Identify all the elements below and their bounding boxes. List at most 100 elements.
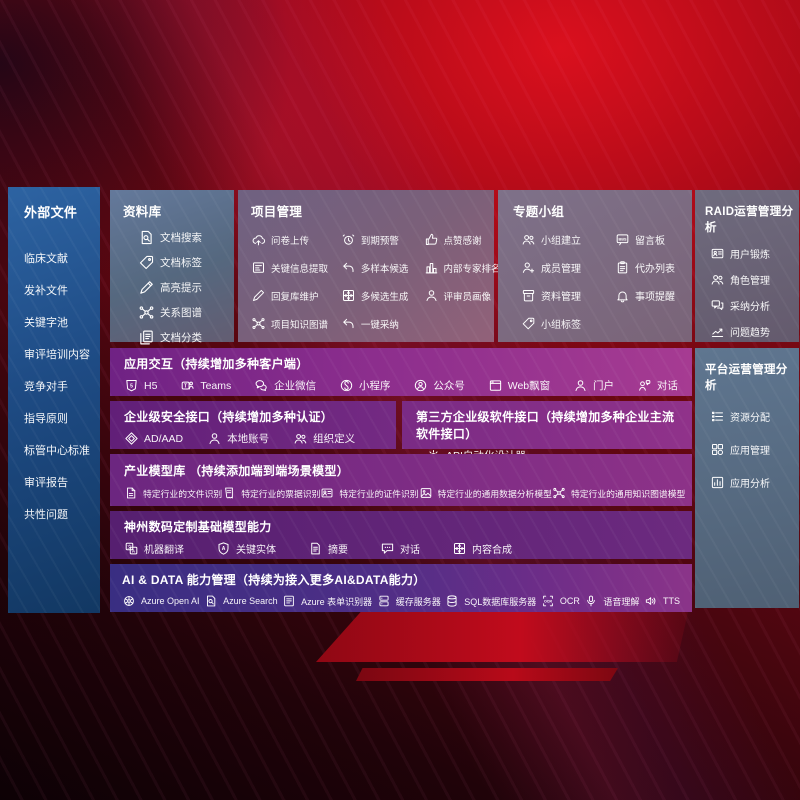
mini-program-icon — [339, 378, 354, 393]
cloud-upload-icon — [251, 232, 266, 247]
project-item: 回复库维护 — [251, 288, 341, 303]
security-item: 组织定义 — [293, 431, 355, 446]
openai-icon — [122, 594, 136, 608]
project-item: 关键信息提取 — [251, 260, 341, 275]
project-item-label: 一键采纳 — [360, 319, 399, 331]
raid-item-label: 问题趋势 — [730, 328, 770, 339]
raid-item-label: 角色管理 — [730, 276, 770, 287]
groups-item-label: 小组标签 — [541, 320, 581, 331]
person-icon — [207, 431, 222, 446]
library-item-label: 文档分类 — [160, 332, 202, 344]
sidebar-item: 审评培训内容 — [24, 346, 100, 362]
groups-item-label: 留言板 — [635, 236, 666, 247]
pen-icon — [251, 288, 266, 303]
interaction-item: 小程序 — [339, 378, 391, 393]
aidata-item: Azure Search — [204, 594, 278, 608]
project-management-title: 项目管理 — [251, 205, 303, 219]
groups-item: 小组标签 — [521, 316, 615, 331]
project-management-list: 问卷上传 到期预警 点赞感谢 关键信息提取 多样本候选 内部专家排名 回复库维护 多候选生成 评… — [251, 232, 501, 331]
sidebar-item: 关键字池 — [24, 314, 100, 330]
platform-item-label: 应用分析 — [730, 479, 770, 490]
external-files-title: 外部文件 — [24, 205, 78, 220]
topic-groups-list: 小组建立 留言板 成员管理 代办列表 资料管理 事项提醒 小组标签 — [513, 232, 692, 331]
library-item-label: 关系图谱 — [160, 307, 202, 319]
raid-item: 角色管理 — [710, 272, 799, 287]
security-item: AD/AAD — [124, 431, 183, 446]
groups-item-label: 小组建立 — [541, 236, 581, 247]
raid-item: 采纳分析 — [710, 298, 799, 313]
doc-lines-icon — [308, 541, 323, 556]
interaction-item-label: Teams — [200, 379, 232, 392]
bell-icon — [615, 288, 630, 303]
platform-item: 资源分配 — [710, 409, 799, 424]
project-item-label: 评审员画像 — [443, 291, 492, 303]
id-card-icon — [320, 486, 334, 500]
security-item-label: AD/AAD — [144, 432, 184, 445]
grid-icon — [710, 442, 725, 457]
project-item: 评审员画像 — [424, 288, 494, 303]
file-icon — [124, 486, 138, 500]
receipt-icon — [222, 486, 236, 500]
ai-data-capability-row: AI & DATA 能力管理（持续为接入更多AI&DATA能力） Azure O… — [110, 564, 692, 612]
groups-item-label: 资料管理 — [541, 292, 581, 303]
chart-icon — [710, 475, 725, 490]
groups-item: 资料管理 — [521, 288, 615, 303]
puzzle-icon — [341, 288, 356, 303]
cache-server-icon — [377, 594, 391, 608]
platform-analysis-list: 资源分配应用管理应用分析 — [705, 409, 799, 490]
thirdparty-interface-row: 第三方企业级软件接口（持续增加多种企业主流软件接口） API自动化设计器 — [402, 401, 692, 462]
graph-icon — [251, 316, 266, 331]
thirdparty-interface-title: 第三方企业级软件接口（持续增加多种企业主流软件接口） — [416, 410, 675, 441]
translate-icon — [124, 541, 139, 556]
industry-models-row: 产业模型库 （持续添加端到端场景模型） 特定行业的文件识别 特定行业的票据识别 特定… — [110, 454, 692, 506]
chat-person-icon — [637, 378, 652, 393]
ai-data-capability-title: AI & DATA 能力管理（持续为接入更多AI&DATA能力） — [122, 573, 426, 587]
project-item: 多样本候选 — [341, 260, 424, 275]
shield-a-icon — [216, 541, 231, 556]
library-list: 文档搜索 文档标签 高亮提示 关系图谱 文档分类 — [123, 229, 234, 346]
sidebar-item-label: 临床文献 — [24, 253, 68, 265]
ai-data-capability-list: Azure Open AI Azure Search Azure 表单识别器 缓存服务… — [122, 594, 680, 608]
industry-models-list: 特定行业的文件识别 特定行业的票据识别 特定行业的证件识别 特定行业的通用数据分析模型… — [124, 486, 685, 500]
archive-icon — [521, 288, 536, 303]
doc-stack-icon — [138, 329, 155, 346]
security-interface-list: AD/AAD 本地账号 组织定义 — [124, 431, 382, 446]
groups-item-label: 代办列表 — [635, 264, 676, 275]
platform-item: 应用管理 — [710, 442, 799, 457]
clipboard-icon — [615, 260, 630, 275]
industry-item-label: 特定行业的证件识别 — [339, 488, 419, 499]
groups-item: 留言板 — [615, 232, 692, 247]
interaction-item: 企业微信 — [254, 378, 316, 393]
sidebar-item-label: 审评培训内容 — [24, 349, 90, 361]
ad-diamond-icon — [124, 431, 139, 446]
aidata-item-label: Azure 表单识别器 — [301, 596, 373, 607]
project-item: 问卷上传 — [251, 232, 341, 247]
sidebar-item: 标管中心标准 — [24, 442, 100, 458]
aidata-item-label: OCR — [559, 596, 580, 606]
industry-item-label: 特定行业的文件识别 — [143, 488, 223, 499]
dcmodels-item-label: 机器翻译 — [144, 545, 184, 556]
dcmodels-item: 摘要 — [308, 541, 348, 556]
dcmodels-item: 内容合成 — [452, 541, 512, 556]
dcmodels-item-label: 摘要 — [328, 545, 348, 556]
sidebar-item-label: 关键字池 — [24, 317, 68, 329]
tts-icon — [644, 594, 658, 608]
library-item: 文档分类 — [138, 329, 234, 346]
image-icon — [419, 486, 433, 500]
app-interaction-list: H5 Teams 企业微信 小程序 公众号 Web飘窗 门户 对话 — [124, 378, 678, 393]
groups-item: 事项提醒 — [615, 288, 692, 303]
sidebar-item-label: 审评报告 — [24, 477, 68, 489]
bbs-icon — [615, 232, 630, 247]
security-interface-title: 企业级安全接口（持续增加多种认证） — [124, 410, 334, 424]
aidata-item: 语音理解 — [584, 594, 639, 608]
raid-item-label: 采纳分析 — [730, 302, 770, 313]
project-item-label: 多样本候选 — [360, 263, 409, 275]
form-icon — [282, 594, 296, 608]
monitor-stand-neck — [316, 612, 688, 662]
library-item-label: 文档搜索 — [160, 232, 202, 244]
interaction-item: 门户 — [573, 378, 614, 393]
library-item-label: 高亮提示 — [160, 282, 202, 294]
platform-analysis-title: 平台运营管理分析 — [705, 364, 788, 392]
aidata-item: Azure Open AI — [122, 594, 200, 608]
raid-item: 用户锻炼 — [710, 246, 799, 261]
